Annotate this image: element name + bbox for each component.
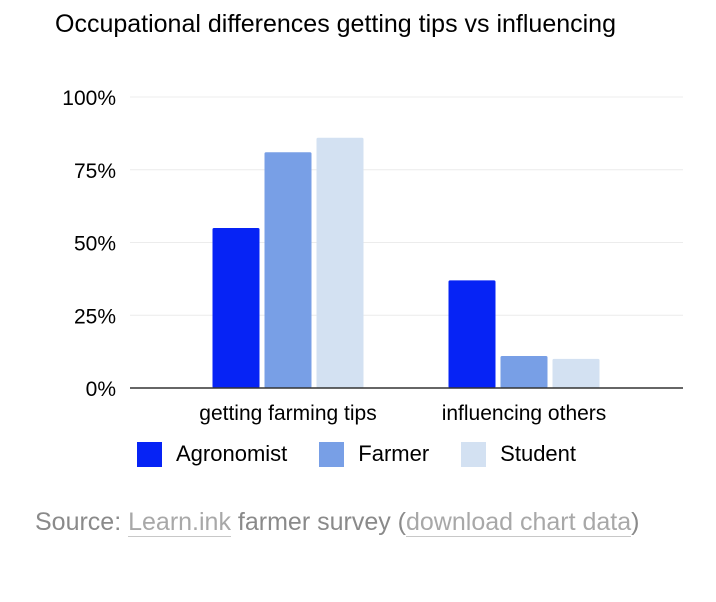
legend-item-agronomist[interactable]: Agronomist: [137, 438, 287, 470]
x-category-label: getting farming tips: [199, 402, 376, 425]
bar-agronomist-1: [448, 280, 496, 388]
legend-swatch-farmer: [319, 441, 345, 467]
y-tick-label: 25%: [74, 305, 116, 328]
source-note: Source: Learn.ink farmer survey (downloa…: [35, 504, 695, 540]
learn-ink-link[interactable]: Learn.ink: [128, 508, 231, 537]
legend-swatch-agronomist: [137, 441, 162, 467]
legend-item-student[interactable]: Student: [461, 438, 576, 470]
x-category-label: influencing others: [442, 402, 607, 425]
source-middle: farmer survey (: [230, 508, 406, 536]
chart-legend: Agronomist Farmer Student: [137, 438, 608, 470]
y-tick-label: 100%: [62, 87, 116, 110]
y-tick-label: 75%: [74, 160, 116, 183]
source-prefix: Source:: [35, 508, 129, 536]
source-suffix: ): [631, 508, 640, 536]
legend-swatch-student: [461, 441, 487, 467]
legend-label-student: Student: [500, 441, 577, 466]
chart-title: Occupational differences getting tips vs…: [55, 10, 616, 38]
y-tick-label: 0%: [86, 378, 116, 401]
legend-item-farmer[interactable]: Farmer: [319, 438, 429, 470]
bar-farmer-0: [264, 152, 312, 388]
bar-chart: 0% 25% 50% 75% 100% getting farming tips influ…: [62, 87, 683, 425]
legend-label-farmer: Farmer: [358, 441, 430, 466]
bar-farmer-1: [500, 355, 548, 388]
bar-student-1: [552, 358, 600, 388]
bar-student-0: [316, 137, 364, 388]
bar-agronomist-0: [212, 227, 260, 388]
legend-label-agronomist: Agronomist: [176, 441, 288, 466]
y-tick-label: 50%: [74, 233, 116, 256]
download-chart-data-link[interactable]: download chart data: [406, 508, 632, 537]
